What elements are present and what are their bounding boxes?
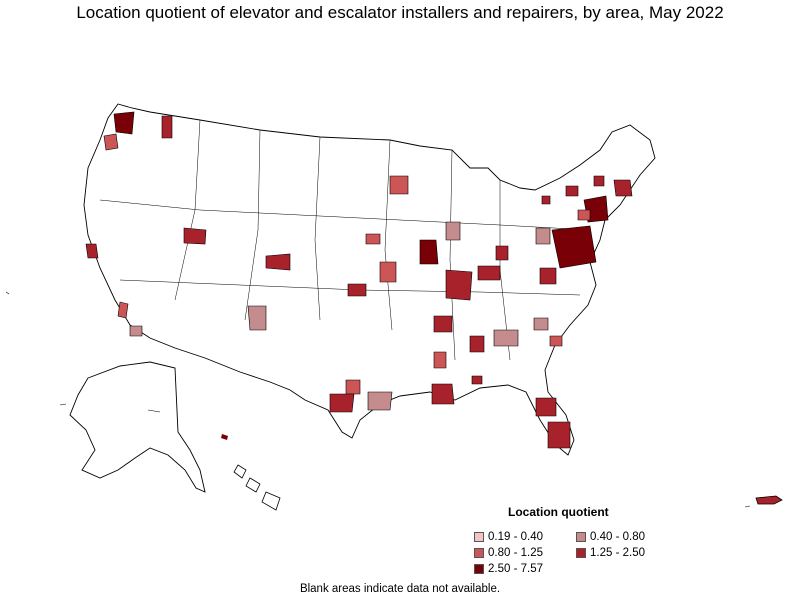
legend-label-2: 0.80 - 1.25 bbox=[488, 547, 543, 559]
puerto-rico bbox=[755, 495, 783, 505]
legend-title: Location quotient bbox=[508, 505, 609, 519]
legend-swatch-3 bbox=[576, 548, 586, 558]
legend-label-1: 0.40 - 0.80 bbox=[590, 531, 645, 543]
legend-swatch-2 bbox=[474, 548, 484, 558]
map-title: Location quotient of elevator and escala… bbox=[76, 3, 724, 22]
contiguous-us-outline bbox=[83, 103, 656, 456]
hawaii-highlight bbox=[221, 434, 228, 440]
legend-item-3: 1.25 - 2.50 bbox=[576, 547, 645, 559]
legend-label-3: 1.25 - 2.50 bbox=[590, 547, 645, 559]
legend-swatch-4 bbox=[474, 564, 484, 574]
legend-item-1: 0.40 - 0.80 bbox=[576, 531, 645, 543]
legend-item-4: 2.50 - 7.57 bbox=[474, 563, 543, 575]
footnote: Blank areas indicate data not available. bbox=[299, 583, 501, 595]
legend-item-2: 0.80 - 1.25 bbox=[474, 547, 543, 559]
alaska-outline bbox=[69, 361, 206, 493]
legend-swatch-0 bbox=[474, 532, 484, 542]
hawaii-islands bbox=[233, 464, 281, 511]
legend-label-0: 0.19 - 0.40 bbox=[488, 531, 543, 543]
legend-swatch-1 bbox=[576, 532, 586, 542]
highlighted-areas bbox=[85, 111, 633, 449]
legend-item-0: 0.19 - 0.40 bbox=[474, 531, 543, 543]
coastal-details bbox=[5, 291, 751, 508]
legend-label-4: 2.50 - 7.57 bbox=[488, 563, 543, 575]
